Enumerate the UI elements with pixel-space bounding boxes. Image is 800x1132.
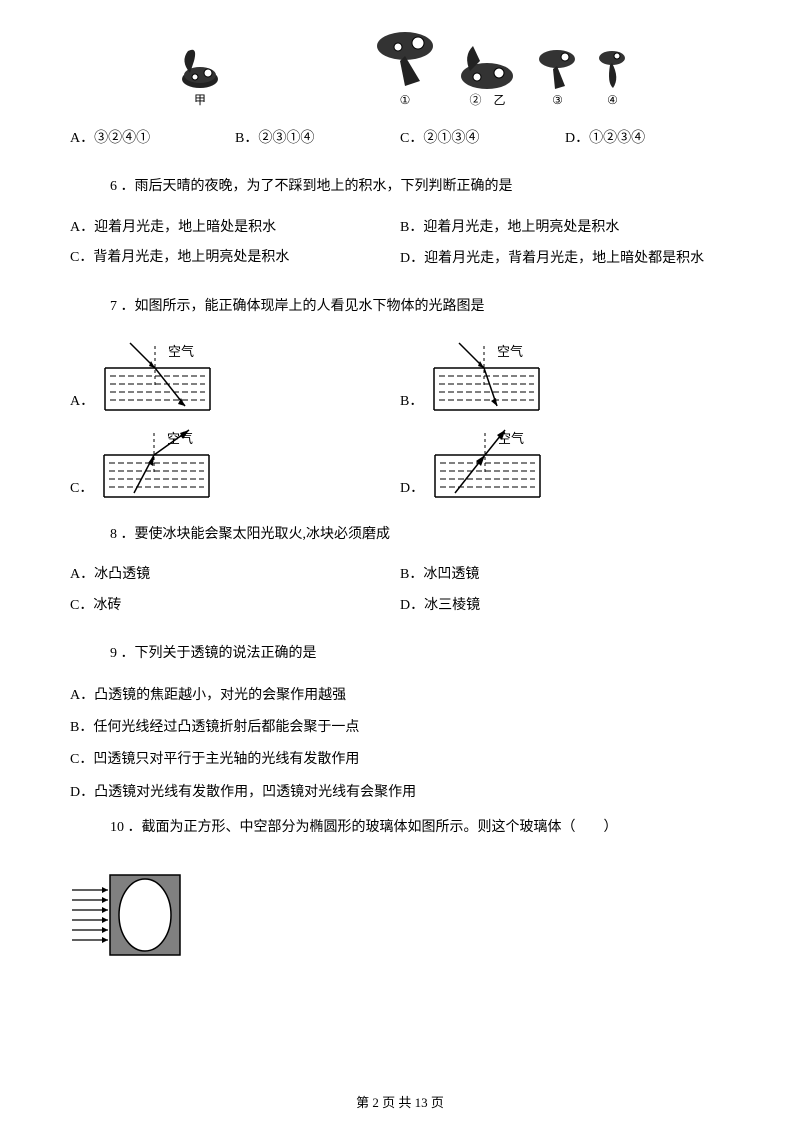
q9-options: A．凸透镜的焦距越小，对光的会聚作用越强 B．任何光线经过凸透镜折射后都能会聚于… [70, 680, 730, 810]
q7-diagram-d: 空气 [430, 425, 545, 500]
q8-opt-c: C．冰砖 [70, 595, 121, 617]
footer-suffix: 页 [428, 1095, 444, 1110]
q9-opt-d: D．凸透镜对光线有发散作用，凹透镜对光线有会聚作用 [70, 777, 730, 809]
q7-diagram-a: 空气 [100, 338, 215, 413]
g-label-2: ② [469, 93, 481, 107]
q7-diagram-c: 空气 [99, 425, 214, 500]
q7-label-c: C． [70, 478, 93, 500]
svg-text:空气: 空气 [497, 344, 523, 359]
q7-label-a: A． [70, 391, 94, 413]
q9-opt-a: A．凸透镜的焦距越小，对光的会聚作用越强 [70, 680, 730, 712]
q5-figures: 甲 ① ② 乙 ③ ④ [70, 30, 730, 120]
q8-opt-d: D．冰三棱镜 [400, 595, 480, 617]
page-footer: 第 2 页 共 13 页 [0, 1093, 800, 1114]
q6-opt-c: C．背着月光走，地上明亮处是积水 [70, 247, 289, 269]
q8-options: A．冰凸透镜 B．冰凹透镜 C．冰砖 D．冰三棱镜 [70, 560, 730, 635]
q7-label-b: B． [400, 391, 423, 413]
g-label-1: ① [370, 91, 440, 110]
label-jia: 甲 [170, 91, 230, 110]
q8-opt-a: A．冰凸透镜 [70, 564, 150, 586]
q5-opt-d: D．①②③④ [565, 128, 730, 150]
q8-text: 8 ．要使冰块能会聚太阳光取火,冰块必须磨成 [70, 516, 730, 560]
q10-text: 10 ．截面为正方形、中空部分为椭圆形的玻璃体如图所示。则这个玻璃体（ ） [70, 809, 730, 853]
q9-opt-c: C．凹透镜只对平行于主光轴的光线有发散作用 [70, 744, 730, 776]
q5-options: A．③②④① B．②③①④ C．②①③④ D．①②③④ [70, 120, 730, 168]
g-label-4: ④ [595, 91, 630, 110]
q9-opt-b: B．任何光线经过凸透镜折射后都能会聚于一点 [70, 712, 730, 744]
g-label-3: ③ [535, 91, 580, 110]
q6-opt-d: D．迎着月光走，背着月光走，地上暗处都是积水 [400, 248, 704, 269]
footer-mid: 页 共 [379, 1095, 415, 1110]
q6-options: A．迎着月光走，地上暗处是积水 B．迎着月光走，地上明亮处是积水 C．背着月光走… [70, 213, 730, 288]
svg-text:空气: 空气 [168, 344, 194, 359]
q7-diagram-b: 空气 [429, 338, 544, 413]
q5-opt-c: C．②①③④ [400, 128, 565, 150]
q8-opt-b: B．冰凹透镜 [400, 564, 479, 586]
q5-opt-b: B．②③①④ [235, 128, 400, 150]
q6-opt-b: B．迎着月光走，地上明亮处是积水 [400, 217, 619, 239]
teapot-jia: 甲 [170, 31, 230, 110]
q7-text: 7 ．如图所示，能正确体现岸上的人看见水下物体的光路图是 [70, 288, 730, 332]
teapot-group: ① ② 乙 ③ ④ [370, 21, 630, 110]
q9-text: 9 ．下列关于透镜的说法正确的是 [70, 635, 730, 679]
g-label-yi: 乙 [494, 93, 506, 107]
q7-label-d: D． [400, 478, 424, 500]
q6-text: 6 ．雨后天晴的夜晚，为了不踩到地上的积水，下列判断正确的是 [70, 168, 730, 212]
q5-opt-a: A．③②④① [70, 128, 235, 150]
footer-total: 13 [415, 1095, 428, 1110]
footer-prefix: 第 [356, 1095, 372, 1110]
q10-diagram [70, 865, 185, 960]
q6-opt-a: A．迎着月光走，地上暗处是积水 [70, 217, 276, 239]
q7-options: A． 空气 B． [70, 332, 730, 516]
